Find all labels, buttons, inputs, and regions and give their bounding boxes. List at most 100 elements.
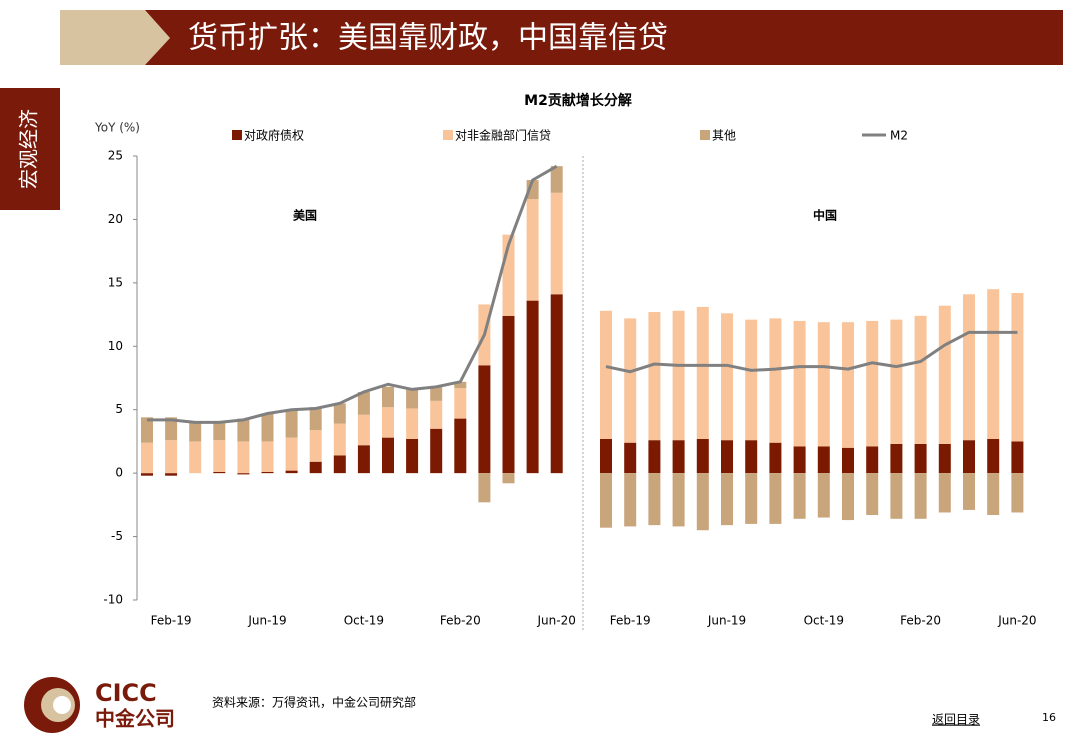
x-tick-label: Jun-20 [537,614,576,628]
bar [842,473,854,521]
logo-en: CICC [95,679,157,707]
bar [406,438,419,474]
bar [454,418,467,474]
bar [454,381,467,389]
bar [165,440,178,474]
bar [672,440,685,474]
bar [430,386,443,401]
bar [141,473,153,476]
bar [141,442,153,474]
legend-swatch [443,130,453,140]
legend-label: 其他 [712,129,736,143]
bar [285,470,298,474]
bar [842,322,854,448]
bar [333,423,346,456]
bar [406,408,419,439]
bar [502,473,515,484]
bar [406,388,419,409]
bar [189,441,202,474]
bar [938,473,951,513]
bar [696,438,709,474]
bar [309,430,322,462]
bar [357,445,370,474]
bar [1011,473,1024,513]
bar [890,443,903,474]
bar [213,421,226,441]
bar [624,318,637,443]
bar [648,473,661,526]
bar [600,473,612,528]
bar [502,315,515,474]
slide-title: 货币扩张：美国靠财政，中国靠信贷 [188,21,668,56]
bar [526,300,539,474]
bar [721,440,733,474]
bar [866,446,879,474]
bar [357,414,370,446]
bar [550,192,563,295]
bar [769,442,782,474]
back-link[interactable]: 返回目录 [932,713,980,727]
bar [987,438,1000,474]
bar [478,473,491,503]
bar [866,320,879,447]
x-tick-label: Jun-19 [247,614,286,628]
bar [938,443,951,474]
logo-cn: 中金公司 [95,707,175,731]
y-tick-label: 0 [115,466,123,480]
bar [1011,441,1024,474]
logo-mark-center [53,696,71,714]
m2-line [147,164,558,424]
bar [624,442,637,474]
y-axis-label: YoY (%) [94,121,140,135]
bar [696,306,709,439]
bar [914,315,927,444]
bar [1011,293,1024,442]
bar [793,473,806,519]
bar [696,473,709,531]
bar [817,322,830,447]
bar [914,443,927,474]
bar [213,440,226,472]
bar [550,294,563,474]
bar [769,473,782,524]
bar [237,418,250,442]
bar [237,441,250,474]
bar [914,473,927,519]
bar [987,289,1000,439]
page-number: 16 [1042,711,1056,724]
legend-label: 对非金融部门信贷 [455,128,551,143]
bar [938,305,951,444]
bar [213,471,226,474]
bar [890,319,903,444]
bar [357,391,370,415]
bar [721,313,733,441]
y-tick-label: 10 [108,339,123,353]
source-note: 资料来源：万得资讯，中金公司研究部 [212,695,416,710]
legend-label: 对政府债权 [244,128,304,143]
legend-swatch [700,130,710,140]
title-accent [60,10,170,65]
bar [165,473,178,476]
panel-label: 中国 [813,208,837,223]
section-tab [0,88,60,210]
bar [261,413,274,442]
bar [382,386,394,408]
bar [454,388,467,419]
bar [890,473,903,519]
y-tick-label: 25 [108,149,123,163]
bar [285,409,298,438]
bar [672,310,685,441]
x-tick-label: Jun-19 [707,614,746,628]
bar [261,471,274,474]
bar [285,437,298,471]
bar [963,440,975,474]
bar [478,365,491,474]
x-tick-label: Oct-19 [804,614,844,628]
y-tick-label: 5 [115,402,123,416]
bar [382,437,394,474]
bar [333,403,346,424]
x-tick-label: Feb-20 [900,614,941,628]
title-bar [145,10,1063,65]
plot: -10 -5 0 5 10 15 20 25 对政府债权 对非金融部门信贷 其他 M2 Feb-19 Ju… [103,128,1036,628]
